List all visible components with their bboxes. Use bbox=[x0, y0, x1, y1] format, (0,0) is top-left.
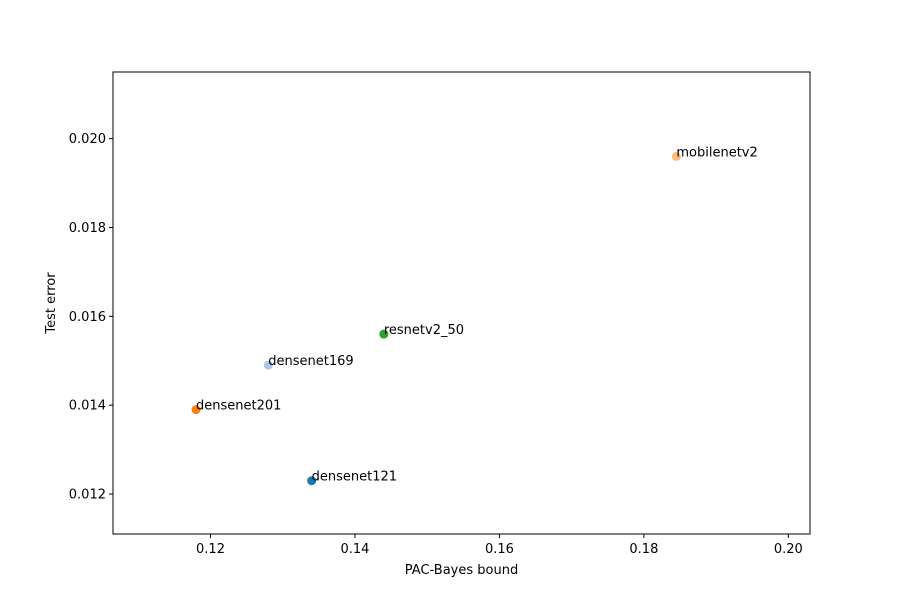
scatter-point-densenet201 bbox=[191, 405, 201, 415]
y-tick-label: 0.012 bbox=[69, 488, 106, 503]
point-label-resnetv2_50: resnetv2_50 bbox=[384, 323, 464, 338]
scatter-point-mobilenetv2 bbox=[671, 151, 681, 161]
x-tick-label: 0.14 bbox=[340, 542, 369, 557]
y-tick-label: 0.018 bbox=[69, 221, 106, 236]
point-label-densenet121: densenet121 bbox=[312, 470, 397, 485]
y-tick-label: 0.016 bbox=[69, 310, 106, 325]
y-tick-label: 0.014 bbox=[69, 399, 106, 414]
point-label-mobilenetv2: mobilenetv2 bbox=[676, 145, 757, 160]
point-label-densenet201: densenet201 bbox=[196, 399, 281, 414]
x-tick-label: 0.18 bbox=[629, 542, 658, 557]
y-tick-label: 0.020 bbox=[69, 132, 106, 147]
data-points: densenet121 densenet201 densenet169 resnetv… bbox=[191, 145, 758, 486]
y-axis-label: Test error bbox=[44, 272, 59, 335]
x-tick-label: 0.12 bbox=[196, 542, 225, 557]
x-tick-label: 0.20 bbox=[774, 542, 803, 557]
x-axis-label: PAC-Bayes bound bbox=[405, 563, 518, 578]
scatter-point-densenet169 bbox=[263, 360, 273, 370]
scatter-point-resnetv2_50 bbox=[379, 329, 389, 339]
x-axis-ticks: 0.12 0.14 0.16 0.18 0.20 bbox=[196, 534, 803, 557]
scatter-point-densenet121 bbox=[307, 476, 317, 486]
y-axis-ticks: 0.012 0.014 0.016 0.018 0.020 bbox=[69, 132, 113, 503]
x-tick-label: 0.16 bbox=[485, 542, 514, 557]
point-label-densenet169: densenet169 bbox=[268, 354, 353, 369]
plot-area bbox=[112, 71, 811, 535]
